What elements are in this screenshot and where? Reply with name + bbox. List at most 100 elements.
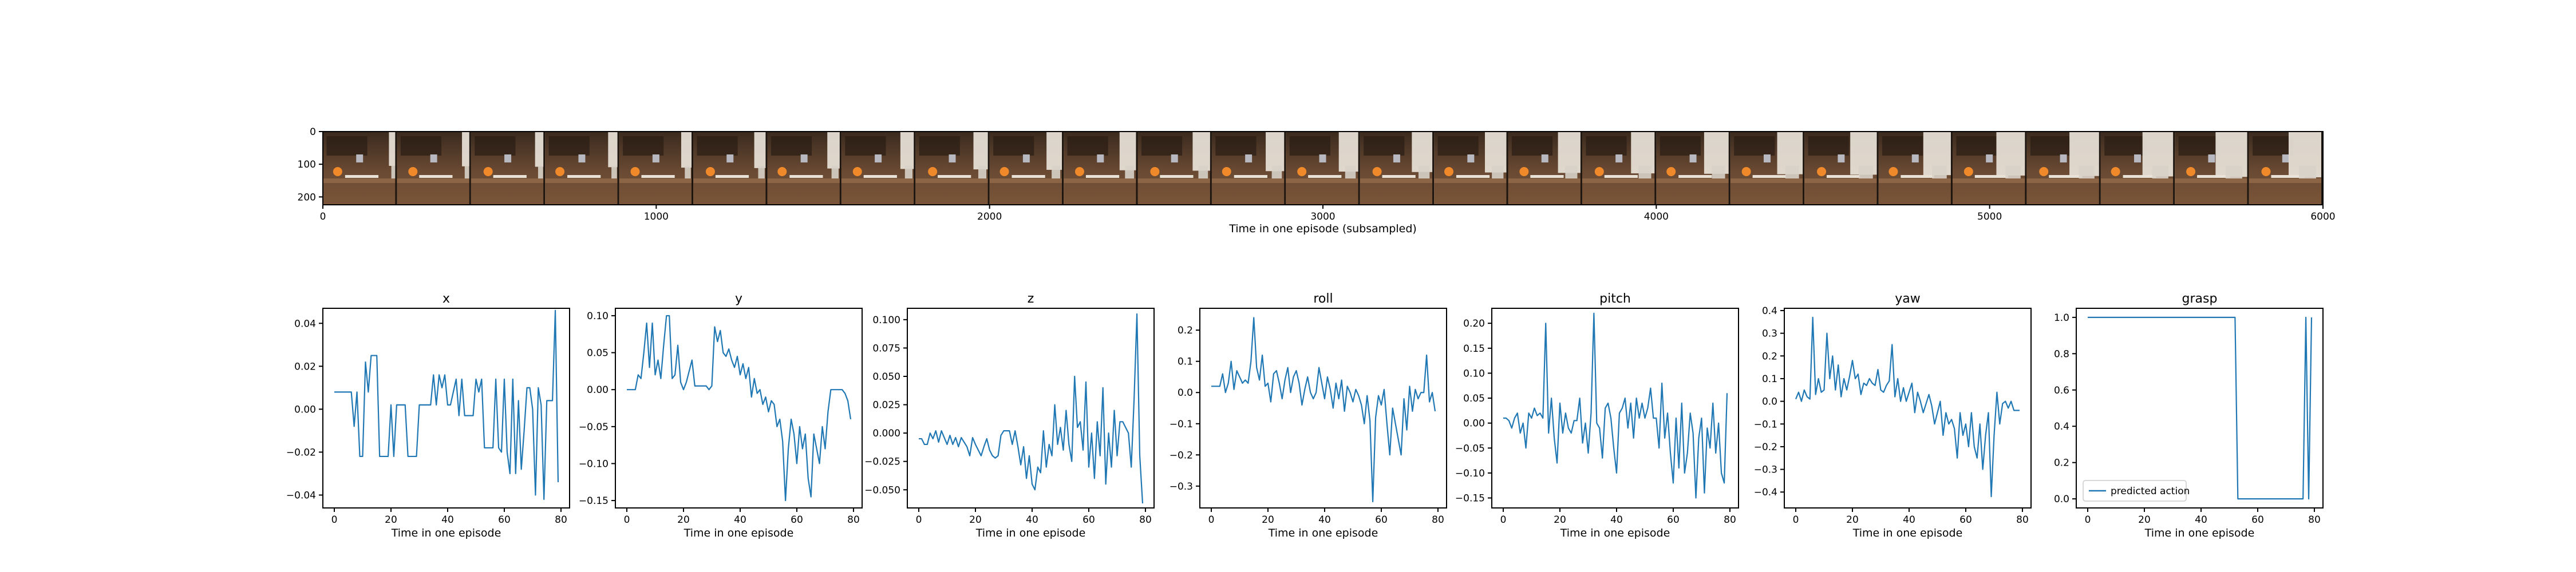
film-frame (619, 132, 694, 205)
y-tick-label: 0.0 (2054, 494, 2069, 505)
series-line-grasp (2088, 316, 2313, 500)
chart-panel-z: z 0 20 40 60 80 −0.050 −0.025 0.000 0.025 0.050 0.0… (864, 292, 1155, 539)
film-frame (1952, 132, 2027, 205)
film-frame (323, 132, 397, 205)
y-tick-label: 0.1 (1762, 374, 1777, 385)
film-strip-x-tick-label: 1000 (644, 211, 669, 223)
y-tick-label: −0.05 (579, 422, 609, 433)
film-strip-x-tick-label: 2000 (977, 211, 1002, 223)
y-tick-label: 0.000 (872, 428, 900, 439)
film-frame (1286, 132, 1360, 205)
y-tick-label: −0.10 (1455, 468, 1485, 479)
chart-panel-pitch: pitch 0 20 40 60 80 −0.15 −0.10 −0.05 0.00 0.05 0.1… (1455, 292, 1739, 539)
plot-frame (1784, 308, 2032, 509)
y-tick-label: 0.025 (872, 400, 900, 411)
y-tick-label: 0.2 (1762, 351, 1777, 362)
y-tick-label: 0.075 (872, 343, 900, 354)
y-tick-label: 0.20 (1463, 318, 1485, 329)
y-tick-label: 0.2 (1178, 325, 1193, 336)
x-tick-label: 20 (677, 514, 690, 526)
x-tick-label: 60 (1082, 514, 1095, 526)
x-tick-label: 80 (847, 514, 860, 526)
x-tick-label: 40 (1026, 514, 1038, 526)
plot-frame (615, 308, 863, 509)
series-line-yaw (1795, 316, 2020, 498)
x-tick-label: 20 (2138, 514, 2151, 526)
y-tick-label: 0.02 (294, 361, 316, 372)
x-tick-label: 20 (1846, 514, 1859, 526)
y-tick-label: 0.6 (2054, 385, 2069, 396)
plot-frame (2076, 308, 2324, 509)
y-tick-label: 0.4 (2054, 421, 2069, 432)
film-frame (2249, 132, 2323, 205)
film-frame (1804, 132, 1879, 205)
legend-label: predicted action (2111, 486, 2190, 497)
film-frame (767, 132, 841, 205)
x-tick-label: 80 (1724, 514, 1736, 526)
x-tick-label: 60 (1375, 514, 1388, 526)
y-tick-label: −0.050 (864, 484, 900, 496)
y-tick-label: −0.05 (1455, 443, 1485, 454)
legend: predicted action (2083, 480, 2190, 502)
film-strip-y-tick-label: 0 (310, 126, 316, 138)
x-axis-label: Time in one episode (1852, 527, 1963, 539)
x-tick-label: 20 (969, 514, 982, 526)
film-frame (1878, 132, 1953, 205)
film-frame (1730, 132, 1805, 205)
film-strip-x-tick-label: 5000 (1977, 211, 2002, 223)
chart-title: roll (1313, 292, 1333, 306)
film-strip-x-tick-label: 0 (320, 211, 326, 223)
x-tick-label: 40 (734, 514, 746, 526)
x-axis-label: Time in one episode (683, 527, 794, 539)
film-strip-xlabel: Time in one episode (subsampled) (1228, 223, 1417, 235)
chart-title: z (1028, 292, 1034, 306)
film-strip-x-tick-label: 4000 (1644, 211, 1669, 223)
x-tick-label: 60 (498, 514, 511, 526)
x-tick-label: 0 (916, 514, 922, 526)
film-strip-x-tick-label: 3000 (1310, 211, 1335, 223)
x-tick-label: 0 (331, 514, 338, 526)
series-line-z (919, 313, 1144, 504)
film-strip-ticks: 0 1000 2000 3000 4000 5000 6000 0 100 200 (298, 126, 2336, 223)
y-tick-label: 0.04 (294, 318, 316, 329)
y-tick-label: 0.15 (1463, 343, 1485, 355)
film-frame (545, 132, 619, 205)
x-tick-label: 20 (385, 514, 397, 526)
x-tick-label: 40 (1903, 514, 1915, 526)
plot-frame (1491, 308, 1739, 509)
x-tick-label: 0 (1793, 514, 1799, 526)
film-frame (2175, 132, 2249, 205)
film-frames (323, 132, 2323, 205)
chart-title: pitch (1599, 292, 1631, 306)
x-tick-label: 60 (791, 514, 803, 526)
film-frame (2100, 132, 2175, 205)
y-tick-label: −0.2 (1754, 442, 1777, 453)
x-axis-label: Time in one episode (391, 527, 501, 539)
film-frame (1211, 132, 1286, 205)
y-tick-label: 0.050 (872, 371, 900, 383)
y-tick-label: −0.15 (579, 495, 609, 507)
x-tick-label: 20 (1262, 514, 1274, 526)
y-tick-label: 0.10 (587, 311, 609, 322)
x-tick-label: 80 (1432, 514, 1444, 526)
x-tick-label: 0 (2085, 514, 2091, 526)
x-tick-label: 40 (2195, 514, 2207, 526)
film-strip-y-tick-label: 100 (298, 159, 316, 170)
film-frame (693, 132, 768, 205)
series-line-roll (1211, 317, 1436, 503)
y-tick-label: 0.00 (587, 384, 609, 396)
x-axis-label: Time in one episode (1560, 527, 1670, 539)
y-tick-label: 0.00 (1463, 418, 1485, 430)
y-tick-label: −0.3 (1170, 481, 1193, 492)
film-frame (1360, 132, 1435, 205)
y-tick-label: −0.02 (286, 447, 316, 458)
film-frame (471, 132, 546, 205)
y-tick-label: −0.1 (1170, 419, 1193, 430)
y-tick-label: −0.2 (1170, 450, 1193, 461)
x-tick-label: 60 (2251, 514, 2264, 526)
y-tick-label: 0.3 (1762, 328, 1777, 340)
film-strip-y-tick-label: 200 (298, 192, 316, 203)
x-tick-label: 20 (1554, 514, 1566, 526)
chart-panel-yaw: yaw 0 20 40 60 80 −0.4 −0.3 −0.2 −0.1 0.0 0.1 0.2 0.3… (1754, 292, 2032, 539)
